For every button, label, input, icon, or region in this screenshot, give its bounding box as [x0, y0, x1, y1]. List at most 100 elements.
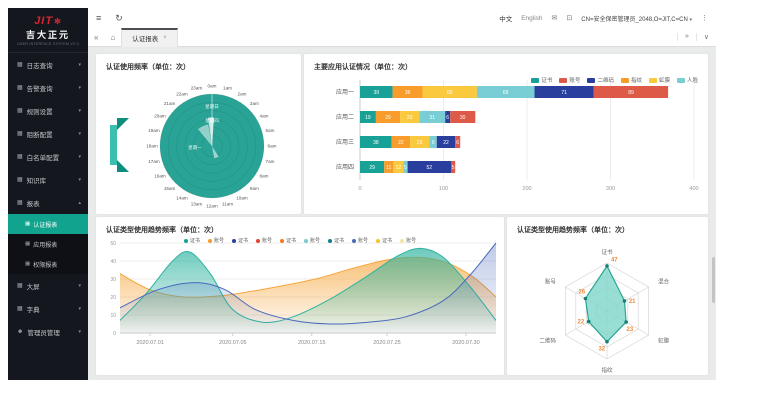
legend-dot: [376, 238, 381, 243]
lang-zh-button[interactable]: 中文: [499, 16, 513, 23]
svg-text:21: 21: [629, 299, 636, 305]
sidebar-item-label: 告警查询: [26, 85, 53, 93]
legend-item-二维码[interactable]: 二维码: [587, 76, 614, 84]
card-title: 认证类型使用趋势频率（单位：次）: [517, 227, 629, 234]
tab-auth-report[interactable]: 认证报表 ×: [121, 27, 178, 47]
svg-text:2020.07.15: 2020.07.15: [298, 340, 326, 346]
legend-item-证书[interactable]: 证书: [231, 237, 248, 244]
legend-item-人脸[interactable]: 人脸: [676, 76, 698, 84]
sidebar-menu: ▦ 日志查询 ▾ ▦ 告警查询 ▾ ▦ 规则设置 ▾ ▦ 阻断配置 ▾ ▦ 白名单配置 ▾ ▦ 知识库 ▾ ▦ 报表 ▴…: [8, 53, 88, 343]
legend-item-账号[interactable]: 账号: [207, 237, 224, 244]
sidebar-subitem-认证报表[interactable]: ▦ 认证报表: [8, 214, 88, 234]
fullscreen-icon[interactable]: ⊡: [566, 15, 573, 22]
svg-text:6: 6: [456, 140, 459, 146]
tab-dropdown-icon[interactable]: ∨: [695, 33, 716, 41]
sidebar-item-规则设置[interactable]: ▦ 规则设置 ▾: [8, 99, 88, 122]
svg-text:7am: 7am: [266, 159, 275, 164]
svg-text:星期一: 星期一: [188, 145, 202, 151]
polar-clock-chart[interactable]: 0am 1am 2am 3am 4am 5am 6am 7am 8am 9am 10am 11am 12…: [96, 74, 301, 214]
chevron-down-icon: ▾: [78, 305, 81, 312]
bracket-decoration: [110, 116, 132, 179]
lang-en-button[interactable]: English: [521, 14, 543, 22]
svg-text:26: 26: [578, 289, 585, 295]
user-menu[interactable]: CN=安全保密管理员_2048,O=JIT,C=CN ▾: [581, 16, 692, 23]
svg-text:47: 47: [611, 257, 618, 263]
legend-item-证书[interactable]: 证书: [279, 237, 296, 244]
legend-item-虹膜[interactable]: 虹膜: [648, 76, 670, 84]
main-area: ≡ ↻ 中文 English ✉ ⊡ CN=安全保密管理员_2048,O=JIT…: [88, 8, 716, 380]
legend-item-指纹[interactable]: 指纹: [620, 76, 642, 84]
sidebar-item-字典[interactable]: ▦ 字典 ▾: [8, 297, 88, 320]
svg-text:10am: 10am: [236, 196, 248, 201]
legend-label: 虹膜: [658, 78, 670, 84]
sidebar-subitem-应用报表[interactable]: ▦ 应用报表: [8, 234, 88, 254]
content-scrollbar[interactable]: [712, 257, 715, 303]
sidebar-item-日志查询[interactable]: ▦ 日志查询 ▾: [8, 53, 88, 76]
svg-text:账号: 账号: [545, 278, 557, 286]
svg-text:30: 30: [460, 115, 466, 121]
svg-text:5am: 5am: [266, 128, 275, 133]
legend-item-账号[interactable]: 账号: [304, 237, 320, 244]
legend-item-账号[interactable]: 账号: [255, 237, 272, 244]
svg-text:指纹: 指纹: [601, 366, 613, 374]
hamburger-icon[interactable]: ≡: [96, 13, 102, 23]
sidebar-item-白名单配置[interactable]: ▦ 白名单配置 ▾: [8, 145, 88, 168]
sidebar-item-label: 报表: [26, 200, 40, 208]
grid-icon: ▦: [17, 200, 23, 206]
sidebar-item-管理员管理[interactable]: ☻ 管理员管理 ▾: [8, 320, 88, 343]
sidebar-item-阻断配置[interactable]: ▦ 阻断配置 ▾: [8, 122, 88, 145]
sidebar-item-label: 阻断配置: [26, 131, 53, 139]
svg-text:11am: 11am: [222, 202, 233, 207]
sidebar-item-告警查询[interactable]: ▦ 告警查询 ▾: [8, 76, 88, 99]
legend-item-账号[interactable]: 账号: [400, 237, 416, 244]
svg-text:3am: 3am: [250, 101, 259, 106]
legend-item-证书[interactable]: 证书: [376, 237, 392, 244]
legend-item-证书[interactable]: 证书: [183, 237, 200, 244]
svg-text:2020.07.30: 2020.07.30: [452, 340, 480, 346]
logo: JIT✻ 吉大正元 USER INTERFACE SYSTEM V2.0: [8, 8, 88, 53]
person-icon: ☻: [17, 328, 24, 335]
collapse-tabs-icon[interactable]: «: [94, 32, 99, 42]
radar-chart[interactable]: 证书 47 混合 21 虹膜 23 指纹 32 二维码 22 账号 26: [507, 237, 708, 375]
svg-text:15am: 15am: [164, 186, 176, 191]
chevron-down-icon: ▾: [78, 84, 81, 91]
legend-label: 账号: [213, 238, 224, 244]
area-chart[interactable]: 0 10 20 30 40 50 2020.07.01 2020.07.05 2020.07.1…: [96, 237, 504, 354]
legend-label: 证书: [541, 78, 553, 84]
legend-dot: [400, 238, 405, 243]
more-icon[interactable]: ⋮: [701, 15, 708, 22]
sidebar-item-报表[interactable]: ▦ 报表 ▴: [8, 191, 88, 214]
svg-text:应用四: 应用四: [336, 163, 354, 171]
svg-text:18am: 18am: [146, 144, 158, 149]
close-icon[interactable]: ×: [163, 35, 167, 41]
svg-text:200: 200: [522, 186, 531, 192]
legend-item-证书[interactable]: 证书: [328, 237, 344, 244]
svg-text:16am: 16am: [154, 174, 166, 179]
sidebar-item-知识库[interactable]: ▦ 知识库 ▾: [8, 168, 88, 191]
svg-text:50: 50: [110, 241, 116, 247]
grid-icon: ▦: [25, 261, 31, 267]
svg-text:400: 400: [689, 186, 698, 192]
svg-text:证书: 证书: [601, 248, 613, 256]
tabbar: « ⌂ 认证报表 × » ∨: [88, 27, 716, 47]
grid-icon: ▦: [17, 177, 23, 183]
chevron-up-icon: ▴: [78, 199, 81, 206]
legend-label: 证书: [334, 238, 345, 244]
chevron-down-icon: ▾: [78, 61, 81, 68]
legend-label: 账号: [358, 238, 369, 244]
sidebar-item-大屏[interactable]: ▦ 大屏 ▾: [8, 274, 88, 297]
sidebar-subitem-label: 认证报表: [33, 222, 58, 229]
bar-chart-legend: 证书 账号 二维码 指纹 虹膜 人脸: [531, 76, 698, 84]
home-icon[interactable]: ⌂: [110, 32, 116, 42]
grid-icon: ▦: [17, 85, 23, 91]
chevron-down-icon: ▾: [78, 328, 81, 335]
svg-text:40: 40: [110, 259, 116, 265]
legend-item-账号[interactable]: 账号: [352, 237, 368, 244]
refresh-icon[interactable]: ↻: [115, 12, 123, 23]
legend-item-账号[interactable]: 账号: [559, 76, 580, 84]
legend-item-证书[interactable]: 证书: [531, 76, 552, 84]
sidebar-subitem-权限报表[interactable]: ▦ 权限报表: [8, 254, 88, 274]
message-icon[interactable]: ✉: [551, 15, 558, 22]
stacked-bar-chart[interactable]: 0 100 200 300 400 应用一 39 36 65 69 71 89 应用二 19 29 23 31 6…: [304, 74, 708, 205]
expand-tabs-icon[interactable]: »: [676, 33, 696, 41]
